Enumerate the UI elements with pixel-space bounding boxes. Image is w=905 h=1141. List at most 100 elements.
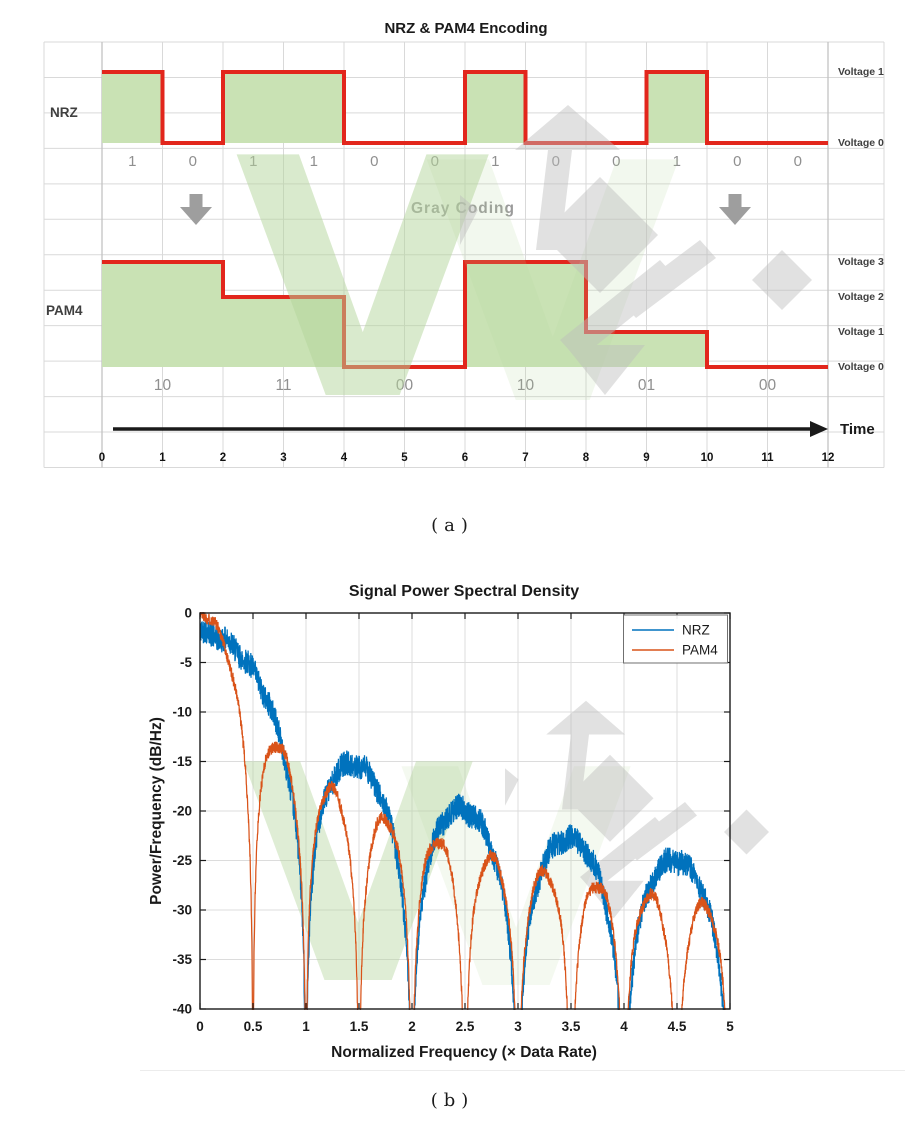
- nrz-bit-labels: 1 0 1 1 0 0 1 0 0 1 0 0: [128, 153, 802, 170]
- pam4-symbol-label: 10: [154, 377, 172, 394]
- nrz-bit-label: 0: [552, 153, 560, 170]
- x-tick-label: 1: [302, 1019, 310, 1034]
- watermark-logo-shape: [542, 177, 658, 293]
- pam4-symbol-labels: 10 11 00 10 01 00: [154, 377, 777, 394]
- nrz-row-label: NRZ: [50, 105, 78, 120]
- watermark-logo-shape: [515, 105, 620, 150]
- x-axis-label: Normalized Frequency (× Data Rate): [331, 1044, 597, 1061]
- gray-coding-arrows: [180, 194, 751, 225]
- x-tick-label: 3.5: [562, 1019, 581, 1034]
- pam4-symbol-label: 11: [275, 377, 291, 394]
- time-tick-label: 4: [341, 452, 348, 464]
- nrz-bit-label: 1: [673, 153, 681, 170]
- gray-coding-label: Gray Coding: [411, 200, 515, 217]
- time-axis-arrowhead-icon: [810, 421, 828, 437]
- legend-box: [623, 614, 728, 664]
- x-tick-label: 0.5: [244, 1019, 263, 1034]
- legend: NRZ PAM4: [623, 614, 728, 664]
- pam4-waveform-line: [102, 260, 828, 369]
- watermark-logo-shape: [565, 345, 645, 395]
- legend-label-nrz: NRZ: [682, 623, 710, 638]
- pam4-symbol-label: 01: [638, 377, 655, 394]
- down-arrow-icon: [180, 194, 212, 225]
- watermark-logo-shape: [460, 195, 478, 245]
- waveform-lines: [102, 70, 828, 369]
- down-arrow-icon: [719, 194, 751, 225]
- watermark-logo-shape: [560, 260, 678, 360]
- y-tick-label: -30: [172, 903, 192, 918]
- watermark-v-letter: V: [235, 89, 493, 473]
- caption-a: (a): [431, 515, 474, 536]
- pam4-symbol-label: 00: [759, 377, 777, 394]
- watermark-logo-shape: [580, 817, 669, 892]
- psd-curves: [200, 612, 726, 1010]
- axis-tick-labels: 0 0.5 1 1.5 2 2.5 3 3.5 4 4.5 5 0 -5 -10 -15 -20 -25 -30 -…: [172, 606, 734, 1035]
- watermark-logo-shape: [620, 240, 716, 318]
- pam4-voltage-3-label: Voltage 3: [838, 256, 884, 268]
- pam4-voltage-1-label: Voltage 1: [838, 326, 884, 338]
- nrz-high-fill: [646, 72, 707, 143]
- nrz-high-fill: [465, 72, 526, 143]
- watermark-v-letter-light: V: [400, 707, 634, 1056]
- x-tick-label: 4: [620, 1019, 628, 1034]
- watermark-logo-shape: [752, 250, 812, 310]
- time-tick-label: 10: [701, 452, 714, 464]
- pam4-symbol-label: 00: [396, 377, 414, 394]
- watermark-logo-shape: [546, 700, 625, 735]
- pam4-voltage-2-label: Voltage 2: [838, 291, 884, 303]
- legend-label-pam4: PAM4: [682, 643, 718, 658]
- x-tick-label: 3: [514, 1019, 522, 1034]
- watermark-logo-shape: [724, 809, 769, 855]
- y-tick-label: -10: [172, 705, 192, 720]
- y-tick-label: 0: [184, 606, 192, 621]
- watermark-logo-shape: [625, 802, 697, 861]
- time-tick-label: 8: [583, 452, 590, 464]
- y-tick-label: -25: [172, 853, 192, 868]
- figure-b-bottom-edge: [140, 1070, 905, 1071]
- y-tick-label: -35: [172, 952, 192, 967]
- time-axis-label: Time: [840, 421, 875, 438]
- watermark-v-letter-light: V: [425, 94, 683, 478]
- nrz-high-fill: [223, 72, 284, 143]
- pam4-row-label: PAM4: [46, 303, 83, 318]
- nrz-voltage-0-label: Voltage 0: [838, 137, 884, 149]
- nrz-high-fill: [102, 72, 163, 143]
- nrz-voltage-1-label: Voltage 1: [838, 66, 884, 78]
- time-tick-label: 6: [462, 452, 468, 464]
- watermark-a: VV: [235, 89, 812, 478]
- nrz-waveform-line: [102, 70, 828, 145]
- y-tick-label: -15: [172, 754, 192, 769]
- pam4-symbol-label: 10: [517, 377, 535, 394]
- nrz-bit-label: 0: [189, 153, 197, 170]
- time-tick-label: 2: [220, 452, 226, 464]
- y-axis-label: Power/Frequency (dB/Hz): [148, 717, 165, 905]
- psd-curve-pam4: [200, 612, 726, 1010]
- watermark-logo-shape: [505, 768, 519, 806]
- time-tick-label: 3: [280, 452, 286, 464]
- time-tick-label: 1: [159, 452, 166, 464]
- time-tick-label: 0: [99, 452, 105, 464]
- time-tick-label: 7: [522, 452, 528, 464]
- nrz-bit-label: 0: [733, 153, 741, 170]
- x-tick-label: 5: [726, 1019, 734, 1034]
- x-tick-label: 2: [408, 1019, 416, 1034]
- watermark-logo-shape: [566, 754, 654, 842]
- time-tick-label: 12: [822, 452, 835, 464]
- figure-b-psd-chart: VV 0 0.5 1 1.5 2 2.5 3 3.5 4 4.5 50-5-10-15-20-25-…: [148, 583, 769, 1061]
- y-tick-label: -20: [172, 804, 192, 819]
- nrz-bit-label: 0: [370, 153, 378, 170]
- nrz-bit-label: 1: [491, 153, 499, 170]
- watermark-logo-shape: [562, 734, 589, 810]
- y-tick-label: -5: [180, 655, 192, 670]
- nrz-bit-label: 0: [431, 153, 439, 170]
- nrz-bit-label: 1: [128, 153, 136, 170]
- x-tick-label: 4.5: [668, 1019, 687, 1034]
- axes-box: [199, 612, 731, 1010]
- figure-a-title: NRZ & PAM4 Encoding: [384, 20, 547, 37]
- nrz-bit-label: 0: [794, 153, 802, 170]
- time-tick-labels: 0 1 2 3 4 5 6 7 8 9 10 11 12: [99, 452, 835, 464]
- nrz-bit-label: 0: [612, 153, 620, 170]
- watermark-logo-shape: [536, 150, 572, 250]
